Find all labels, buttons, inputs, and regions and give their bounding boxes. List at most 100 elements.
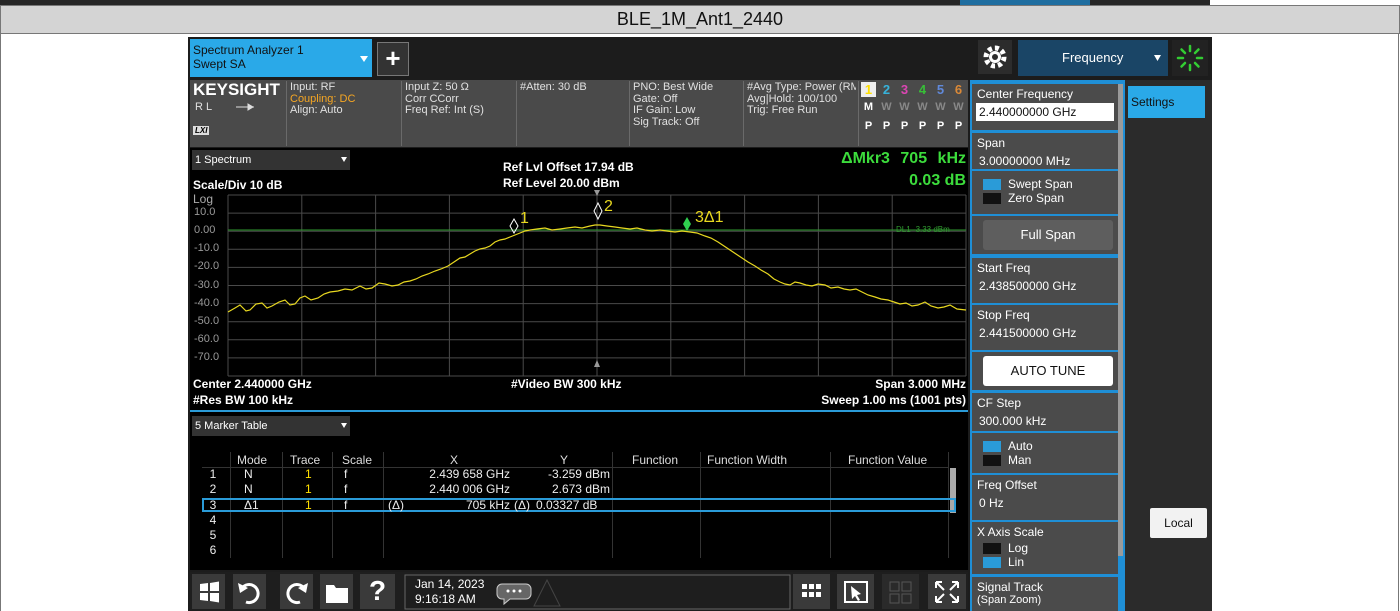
column-header: Function Value	[848, 453, 928, 467]
trace-detector: P	[864, 120, 873, 132]
panel-value: 2.440000000 GHz	[976, 103, 1114, 121]
table-cell: 1	[305, 467, 312, 481]
table-cell: 2.673 dBm	[551, 482, 610, 496]
table-cell: 705 kHz	[465, 498, 510, 512]
trace-type: W	[953, 101, 964, 113]
marker-readout-x: 705 kHz	[900, 150, 966, 167]
panel-label: Span	[977, 136, 1006, 150]
toggle-option: Man	[1008, 453, 1032, 467]
row-highlight	[202, 498, 956, 512]
trace-number: 1	[861, 82, 876, 97]
marker-readout: ΔMkr3 705 kHz	[818, 150, 966, 168]
video-bw: #Video BW 300 kHz	[511, 377, 622, 391]
panel-item	[972, 133, 1118, 169]
table-cell: N	[244, 482, 253, 496]
toggle-indicator	[983, 543, 1001, 554]
trace-number: 4	[918, 82, 927, 97]
marker-diamond	[683, 217, 691, 231]
menu-select[interactable]: Frequency	[1018, 40, 1168, 76]
panel-scrollbar	[1118, 84, 1123, 556]
center-marker	[594, 190, 600, 196]
table-cell: N	[244, 467, 253, 481]
panel-label: Start Freq	[977, 261, 1031, 275]
trace-type: W	[899, 101, 910, 113]
tab-name: Spectrum Analyzer 1	[193, 43, 304, 57]
status-text: IF Gain: Low	[633, 105, 696, 116]
top-strip	[0, 0, 1210, 5]
settings-tab[interactable]: Settings	[1128, 86, 1205, 118]
table-window-label: 5 Marker Table	[195, 420, 268, 432]
table-cell: f	[344, 482, 348, 496]
status-divider	[401, 81, 402, 146]
status-text: Align: Auto	[290, 105, 343, 116]
panel-label: Center Frequency	[977, 87, 1074, 101]
spectrum-window[interactable]	[190, 148, 968, 410]
status-text: Avg|Hold: 100/100	[747, 93, 838, 105]
panel-item	[972, 433, 1118, 473]
panel-sub: (Span Zoom)	[977, 594, 1042, 606]
table-cell: Δ1	[244, 498, 259, 512]
trace-type: W	[881, 101, 892, 113]
ref-offset: Ref Lvl Offset 17.94 dB	[503, 160, 634, 174]
trace-number: 6	[954, 82, 963, 97]
table-cell: -3.259 dBm	[547, 467, 610, 481]
marker-table-window[interactable]	[190, 410, 968, 570]
column-header: Y	[560, 453, 569, 467]
scale-div: Scale/Div 10 dB	[193, 178, 283, 192]
y-label: 10.0	[194, 206, 216, 219]
table-divider	[230, 452, 231, 558]
panel-button: Full Span	[983, 220, 1113, 250]
panel-item	[972, 475, 1118, 520]
table-window-arrow	[341, 423, 347, 428]
column-header: Scale	[342, 453, 373, 467]
toggle-option: Log	[1008, 541, 1029, 555]
toggle-indicator	[983, 441, 1001, 452]
panel-label: X Axis Scale	[977, 525, 1044, 539]
status-text: Input: RF	[290, 82, 336, 93]
table-cell: 0.03327 dB	[536, 498, 598, 512]
taskbar-icons	[192, 574, 791, 610]
menu-arrow	[1154, 55, 1161, 61]
menu-label: Frequency	[1062, 50, 1124, 65]
help-button[interactable]: ?	[368, 575, 387, 606]
display-line-label: DL1 -3.33 dBm	[896, 225, 950, 234]
table-cell: 2.439 658 GHz	[429, 467, 510, 481]
center-freq: Center 2.440000 GHz	[193, 377, 312, 391]
panel-value: 2.441500000 GHz	[979, 326, 1077, 340]
brand: KEYSIGHT	[193, 80, 280, 99]
status-text: Input Z: 50 Ω	[405, 82, 469, 93]
app-tab[interactable]: Spectrum Analyzer 1 Swept SA	[190, 39, 372, 77]
status-text: PNO: Best Wide	[633, 82, 714, 93]
trace-detector: P	[900, 120, 909, 132]
table-cell: 6	[209, 543, 217, 557]
local-button[interactable]: Local	[1150, 508, 1207, 538]
gear-button[interactable]	[978, 40, 1012, 74]
y-label: -50.0	[194, 314, 220, 327]
status-divider	[629, 81, 630, 146]
toggle-indicator	[983, 557, 1001, 568]
status-text: #Avg Type: Power (RMS	[747, 82, 856, 93]
window-select[interactable]: 1 Spectrum	[192, 150, 350, 170]
panel-value: 0 Hz	[979, 496, 1004, 510]
trace-number: 2	[882, 82, 891, 97]
table-cell: f	[344, 467, 348, 481]
trace-number: 3	[900, 82, 909, 97]
y-label: -40.0	[194, 296, 220, 309]
status-text: Corr CCorr	[405, 93, 459, 105]
table-cell: 1	[305, 498, 312, 512]
tab-mode: Swept SA	[193, 57, 246, 71]
table-window-select[interactable]: 5 Marker Table	[192, 416, 350, 436]
plot	[227, 190, 967, 377]
column-header: Mode	[237, 453, 268, 467]
status-divider	[858, 81, 859, 146]
status-divider	[743, 81, 744, 146]
table-cell: 4	[209, 513, 217, 527]
toggle-option: Zero Span	[1008, 191, 1065, 205]
status-text: Freq Ref: Int (S)	[405, 105, 484, 116]
column-header: Function Width	[707, 453, 788, 467]
panel-item	[972, 577, 1118, 611]
lxi-logo: LXI	[193, 126, 210, 135]
status-text: Coupling: DC	[290, 93, 356, 105]
y-label: -20.0	[194, 260, 220, 273]
add-button[interactable]: +	[377, 42, 409, 76]
